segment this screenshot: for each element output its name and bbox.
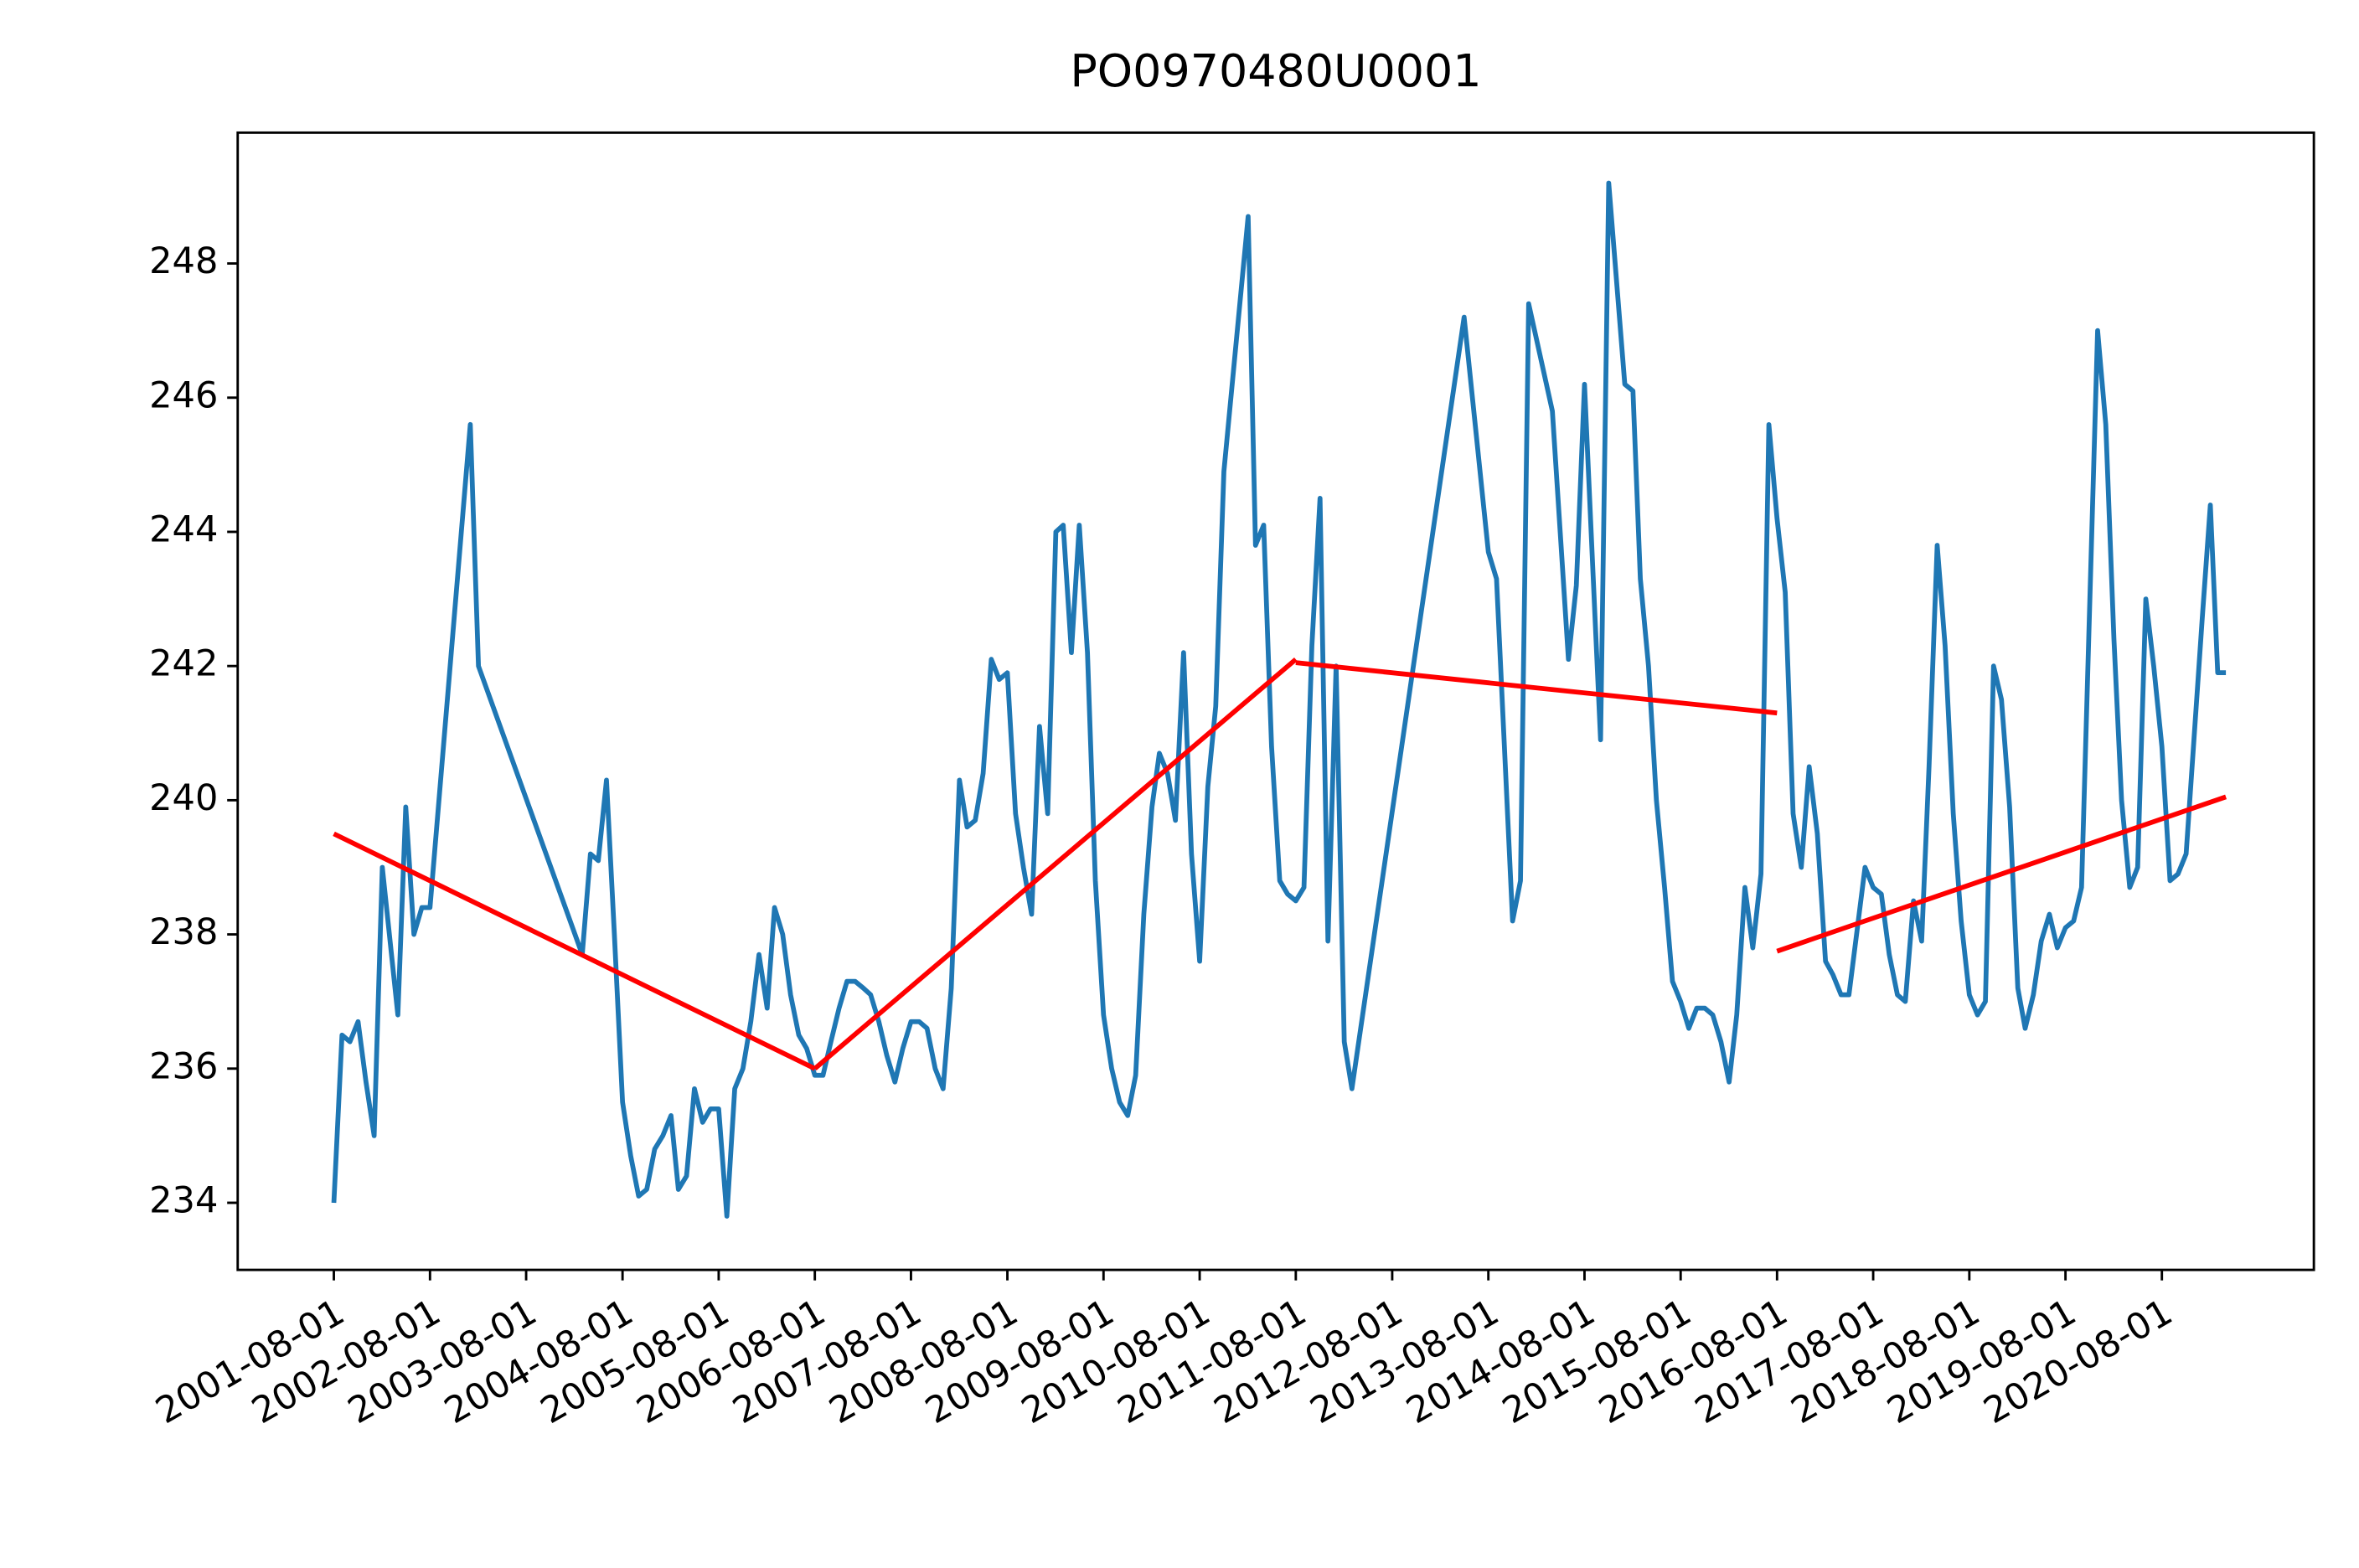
y-tick-label: 240 [149,777,218,819]
plot-frame [236,131,2315,1271]
y-tick-label: 244 [149,508,218,550]
y-tick-label: 248 [149,240,218,282]
chart-title: PO0970480U0001 [1070,44,1481,97]
y-tick-label: 238 [149,911,218,953]
y-tick-label: 234 [149,1179,218,1221]
data-line [813,657,1298,1070]
y-tick-label: 246 [149,374,218,416]
y-tick-label: 242 [149,643,218,685]
data-line [1295,660,1778,716]
y-tick-label: 236 [149,1045,218,1087]
data-line [333,831,816,1071]
data-line [331,180,2227,1219]
data-line [1776,794,2227,954]
